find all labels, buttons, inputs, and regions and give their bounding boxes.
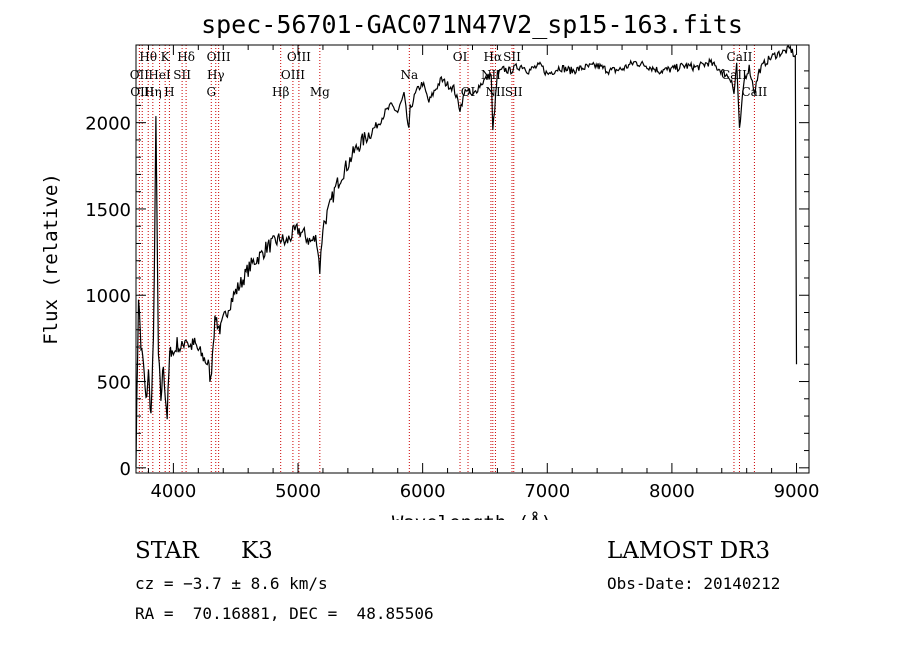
object-class: STAR: [135, 538, 199, 564]
spectrum-layer: [135, 44, 798, 468]
y-axis-label: Flux (relative): [40, 173, 62, 345]
line-labels: Hθ OII OIII K HeI Hη SII H Hδ OIII Hγ G OIII OIII Hβ Mg…: [130, 50, 768, 99]
y-tick-label-0: 0: [120, 459, 131, 480]
line-label-8: Hδ: [177, 50, 195, 64]
line-label-7: H: [164, 85, 174, 99]
spectrum-series: [135, 44, 798, 468]
line-label-5: Hη: [144, 85, 162, 99]
line-label-22: SII: [503, 50, 521, 64]
line-label-9: OIII: [207, 50, 231, 64]
obs-date: Obs-Date: 20140212: [607, 574, 781, 593]
spectrum-chart: 4000 5000 6000 7000 8000 9000 0 500 1000 1500 2000…: [0, 0, 900, 520]
y-tick-label-1000: 1000: [85, 286, 131, 307]
line-label-13: OIII: [281, 68, 305, 82]
x-tick-label-6000: 6000: [400, 481, 446, 502]
line-markers: [138, 45, 755, 473]
line-label-26: CaII: [741, 85, 767, 99]
x-tick-label-7000: 7000: [524, 481, 570, 502]
line-label-0: Hθ: [139, 50, 157, 64]
line-label-21: NII: [485, 85, 505, 99]
line-label-18: OI: [461, 85, 476, 99]
line-label-23: SII: [505, 85, 523, 99]
coordinates: RA = 70.16881, DEC = 48.85506: [135, 604, 434, 623]
line-label-6: SII: [173, 68, 191, 82]
line-label-3: K: [161, 50, 171, 64]
line-label-2: OIII: [130, 85, 154, 99]
x-tick-label-4000: 4000: [150, 481, 196, 502]
line-label-14: Hβ: [272, 85, 289, 99]
chart-title: spec-56701-GAC071N47V2_sp15-163.fits: [201, 10, 743, 39]
line-label-25: CaII: [721, 68, 747, 82]
line-label-10: Hγ: [207, 68, 225, 82]
object-subclass: K3: [241, 538, 273, 564]
line-label-12: OIII: [287, 50, 311, 64]
line-label-16: Na: [400, 68, 418, 82]
axis-ticks: 4000 5000 6000 7000 8000 9000 0 500 1000 1500 2000: [85, 45, 819, 502]
y-tick-label-2000: 2000: [85, 114, 131, 135]
line-label-11: G: [206, 85, 216, 99]
line-label-20: NII: [481, 68, 501, 82]
line-label-24: CaII: [727, 50, 753, 64]
x-tick-label-8000: 8000: [649, 481, 695, 502]
survey-name: LAMOST DR3: [607, 538, 771, 564]
line-label-19: Hα: [484, 50, 503, 64]
plot-background: [0, 0, 900, 520]
x-tick-label-5000: 5000: [275, 481, 321, 502]
line-label-4: HeI: [148, 68, 171, 82]
y-tick-label-500: 500: [97, 373, 131, 394]
x-axis-label: Wavelength (Å): [392, 511, 552, 520]
x-tick-label-9000: 9000: [774, 481, 820, 502]
line-label-1: OII: [130, 68, 150, 82]
redshift-cz: cz = −3.7 ± 8.6 km/s: [135, 574, 328, 593]
y-tick-label-1500: 1500: [85, 200, 131, 221]
line-label-15: Mg: [310, 85, 330, 99]
line-label-17: OI: [453, 50, 468, 64]
